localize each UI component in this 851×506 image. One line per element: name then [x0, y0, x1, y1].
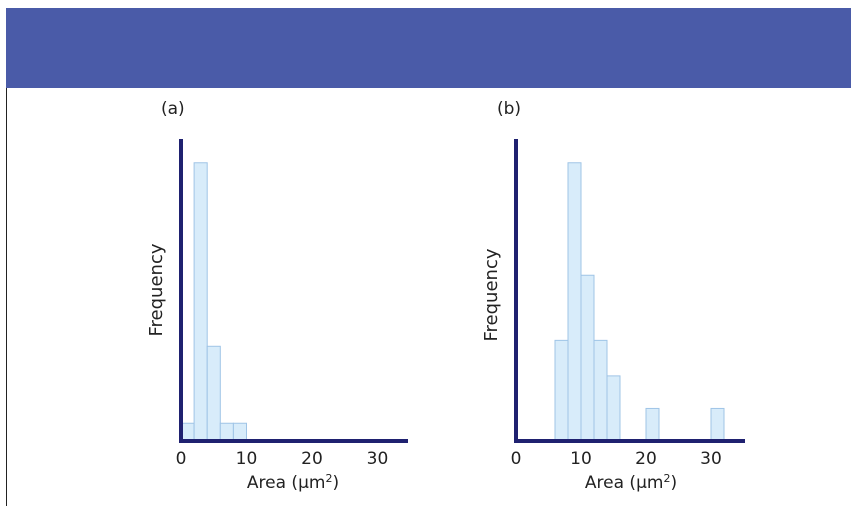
- histogram-bar-b-4: [606, 375, 621, 442]
- x-tick-label-a-3: 30: [367, 449, 389, 469]
- histogram-bar-a-1: [193, 162, 208, 442]
- histogram-bar-b-2: [580, 274, 595, 442]
- histogram-bar-b-5: [645, 407, 660, 442]
- x-axis-label-b: Area (µm2): [585, 472, 677, 493]
- x-tick-label-b-0: 0: [511, 449, 522, 469]
- y-axis-label-a: Frequency: [146, 243, 167, 336]
- x-tick-label-b-1: 10: [570, 449, 592, 469]
- x-ticks-b: 0 10 20 30: [511, 449, 722, 469]
- x-tick-label-b-3: 30: [700, 449, 722, 469]
- histogram-panel-a: (a) Frequency 0 10 20 30 Area (µm2): [146, 99, 408, 493]
- histogram-bar-b-1: [567, 162, 582, 442]
- x-tick-label-a-2: 20: [301, 449, 323, 469]
- histogram-bar-a-3: [219, 422, 234, 442]
- x-tick-label-a-0: 0: [176, 449, 187, 469]
- x-ticks-a: 0 10 20 30: [176, 449, 389, 469]
- histogram-bar-b-6: [710, 407, 725, 442]
- y-axis-label-b: Frequency: [481, 248, 502, 341]
- histogram-panel-b: (b) Frequency 0 10 20 30 Area (µm2): [481, 99, 745, 493]
- panel-label-a: (a): [161, 99, 185, 119]
- bars-b: [554, 162, 725, 442]
- bars-a: [180, 162, 247, 442]
- header-banner: [6, 8, 851, 88]
- histogram-bar-b-0: [554, 339, 569, 442]
- histogram-bar-b-3: [593, 339, 608, 442]
- histogram-bar-a-4: [232, 422, 247, 442]
- x-tick-label-a-1: 10: [236, 449, 258, 469]
- x-axis-label-a: Area (µm2): [247, 472, 339, 493]
- x-tick-label-b-2: 20: [635, 449, 657, 469]
- frame-border-line: [6, 88, 7, 506]
- panel-label-b: (b): [497, 99, 521, 119]
- histogram-bar-a-2: [206, 345, 221, 442]
